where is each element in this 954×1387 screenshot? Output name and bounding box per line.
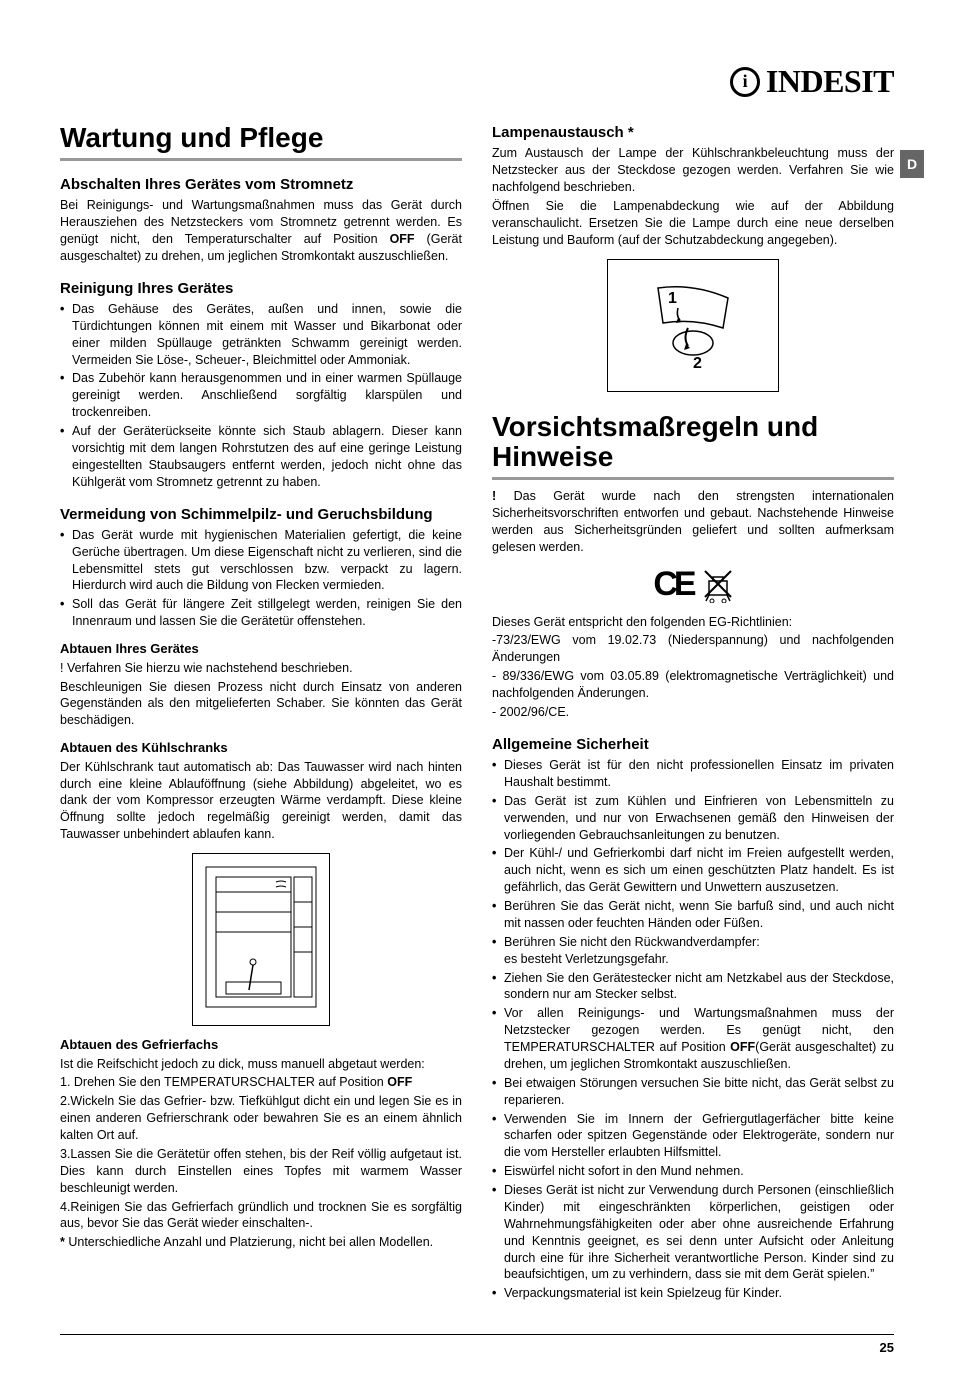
list-item: Verwenden Sie im Innern der Gefriergutla… xyxy=(492,1111,894,1162)
para: Bei Reinigungs- und Wartungsmaßnahmen mu… xyxy=(60,197,462,265)
figure-lamp: 1 2 xyxy=(492,259,894,392)
para: Dieses Gerät entspricht den folgenden EG… xyxy=(492,614,894,631)
info-icon: i xyxy=(730,67,760,97)
para: Ist die Reifschicht jedoch zu dick, muss… xyxy=(60,1056,462,1073)
mold-list: Das Gerät wurde mit hygienischen Materia… xyxy=(60,527,462,630)
ce-mark-icon: CE xyxy=(653,562,692,608)
para: Beschleunigen Sie diesen Prozess nicht d… xyxy=(60,679,462,730)
svg-text:1: 1 xyxy=(668,290,677,307)
list-item: Berühren Sie nicht den Rückwandverdampfe… xyxy=(492,934,894,968)
brand-logo: i INDESIT xyxy=(730,60,894,103)
para: -73/23/EWG vom 19.02.73 (Niederspannung)… xyxy=(492,632,894,666)
lamp-diagram: 1 2 xyxy=(607,259,779,392)
para: Öffnen Sie die Lampenabdeckung wie auf d… xyxy=(492,198,894,249)
certification-row: CE xyxy=(492,562,894,608)
list-item: Das Zubehör kann herausgenommen und in e… xyxy=(60,370,462,421)
svg-text:2: 2 xyxy=(693,355,702,372)
figure-fridge xyxy=(60,853,462,1026)
para: 2.Wickeln Sie das Gefrier- bzw. Tiefkühl… xyxy=(60,1093,462,1144)
para: ! Verfahren Sie hierzu wie nachstehend b… xyxy=(60,660,462,677)
list-item: Das Gehäuse des Gerätes, außen und innen… xyxy=(60,301,462,369)
heading-maintenance: Wartung und Pflege xyxy=(60,123,462,161)
left-column: Wartung und Pflege Abschalten Ihres Gerä… xyxy=(60,123,462,1304)
safety-list: Dieses Gerät ist für den nicht professio… xyxy=(492,757,894,1302)
heading-disconnect: Abschalten Ihres Gerätes vom Stromnetz xyxy=(60,175,462,195)
heading-defrost-freezer: Abtauen des Gefrierfachs xyxy=(60,1036,462,1054)
right-column: Lampenaustausch * Zum Austausch der Lamp… xyxy=(492,123,894,1304)
heading-lamp: Lampenaustausch * xyxy=(492,123,894,143)
list-item: Der Kühl-/ und Gefrierkombi darf nicht i… xyxy=(492,845,894,896)
para: - 2002/96/CE. xyxy=(492,704,894,721)
heading-mold: Vermeidung von Schimmelpilz- und Geruchs… xyxy=(60,505,462,525)
para: Der Kühlschrank taut automatisch ab: Das… xyxy=(60,759,462,843)
weee-icon xyxy=(703,567,733,603)
list-item: Eiswürfel nicht sofort in den Mund nehme… xyxy=(492,1163,894,1180)
list-item: Auf der Geräterückseite könnte sich Stau… xyxy=(60,423,462,491)
heading-cleaning: Reinigung Ihres Gerätes xyxy=(60,279,462,299)
content-columns: Wartung und Pflege Abschalten Ihres Gerä… xyxy=(60,123,894,1304)
para: 3.Lassen Sie die Gerätetür offen stehen,… xyxy=(60,1146,462,1197)
fridge-diagram xyxy=(192,853,330,1026)
heading-safety: Allgemeine Sicherheit xyxy=(492,735,894,755)
list-item: Dieses Gerät ist für den nicht professio… xyxy=(492,757,894,791)
language-tab: D xyxy=(900,150,924,178)
list-item: Ziehen Sie den Gerätestecker nicht am Ne… xyxy=(492,970,894,1004)
para: - 89/336/EWG vom 03.05.89 (elektromagnet… xyxy=(492,668,894,702)
logo-row: i INDESIT xyxy=(60,60,894,103)
list-item: Das Gerät wurde mit hygienischen Materia… xyxy=(60,527,462,595)
list-item: Vor allen Reinigungs- und Wartungsmaßnah… xyxy=(492,1005,894,1073)
page-number: 25 xyxy=(60,1334,894,1357)
list-item: Soll das Gerät für längere Zeit stillgel… xyxy=(60,596,462,630)
heading-defrost: Abtauen Ihres Gerätes xyxy=(60,640,462,658)
heading-defrost-fridge: Abtauen des Kühlschranks xyxy=(60,739,462,757)
list-item: Berühren Sie das Gerät nicht, wenn Sie b… xyxy=(492,898,894,932)
para: 1. Drehen Sie den TEMPERATURSCHALTER auf… xyxy=(60,1074,462,1091)
para: Zum Austausch der Lampe der Kühlschrankb… xyxy=(492,145,894,196)
list-item: Verpackungsmaterial ist kein Spielzeug f… xyxy=(492,1285,894,1302)
heading-precautions: Vorsichtsmaßregeln und Hinweise xyxy=(492,412,894,481)
list-item: Dieses Gerät ist nicht zur Verwendung du… xyxy=(492,1182,894,1283)
para: 4.Reinigen Sie das Gefrierfach gründlich… xyxy=(60,1199,462,1233)
list-item: Das Gerät ist zum Kühlen und Einfrieren … xyxy=(492,793,894,844)
list-item: Bei etwaigen Störungen versuchen Sie bit… xyxy=(492,1075,894,1109)
para: ! Das Gerät wurde nach den strengsten in… xyxy=(492,488,894,556)
brand-text: INDESIT xyxy=(766,60,894,103)
cleaning-list: Das Gehäuse des Gerätes, außen und innen… xyxy=(60,301,462,491)
para: * Unterschiedliche Anzahl und Platzierun… xyxy=(60,1234,462,1251)
